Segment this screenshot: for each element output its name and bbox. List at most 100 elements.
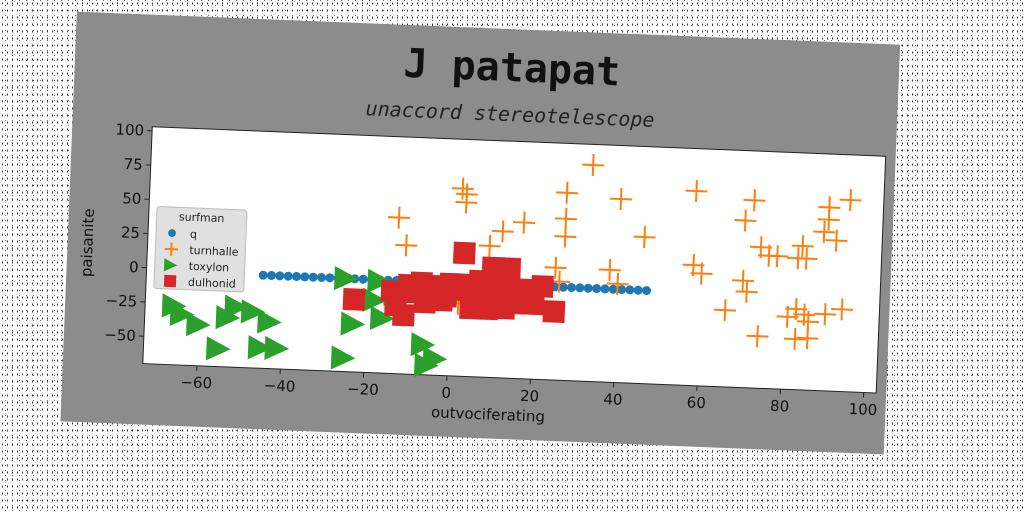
q-point: [258, 270, 268, 280]
turnhalle-point: [825, 229, 848, 252]
q-point: [592, 284, 602, 294]
series-turnhalle: [388, 153, 862, 351]
q-point: [633, 285, 643, 295]
dulhonid-point: [464, 276, 487, 300]
toxylon-point: [333, 265, 359, 291]
turnhalle-point: [513, 211, 536, 234]
turnhalle-point: [785, 297, 808, 320]
turnhalle-point: [830, 298, 854, 321]
dulhonid-point: [459, 296, 482, 320]
q-point: [642, 286, 652, 296]
turnhalle-point: [735, 280, 758, 303]
turnhalle-point: [796, 327, 819, 350]
turnhalle-point: [478, 234, 501, 257]
x-tick-label: 0: [441, 384, 451, 402]
turnhalle-point: [451, 177, 474, 200]
q-point: [600, 284, 610, 294]
legend-marker-dulhonid: [163, 274, 177, 288]
dulhonid-point: [498, 257, 522, 281]
q-point: [567, 283, 577, 293]
legend-box: [153, 206, 248, 293]
q-point: [325, 273, 335, 283]
dulhonid-point: [542, 300, 566, 323]
legend-label-q: q: [190, 228, 198, 241]
toxylon-point: [205, 336, 231, 361]
turnhalle-point: [731, 269, 754, 292]
turnhalle-point: [734, 209, 757, 232]
x-tick-label: 40: [603, 390, 623, 409]
turnhalle-point: [714, 299, 737, 322]
turnhalle-point: [455, 191, 478, 214]
y-tick-label: −50: [104, 326, 136, 345]
chart-title: J patapat: [403, 41, 621, 96]
figure: J patapat unaccord stereotelescope −60 −4…: [60, 11, 901, 455]
turnhalle-point: [690, 262, 713, 285]
q-point: [275, 271, 285, 281]
turnhalle-point: [791, 235, 814, 258]
q-point: [558, 282, 568, 292]
toxylon-point: [340, 311, 366, 336]
turnhalle-point: [598, 258, 621, 281]
q-point: [267, 271, 277, 280]
y-tick-label: −25: [105, 291, 137, 310]
y-tick-label: 50: [122, 189, 142, 208]
dulhonid-point: [521, 292, 545, 316]
dulhonid-point: [530, 274, 554, 298]
turnhalle-point: [633, 225, 656, 249]
y-tick-label: 0: [129, 258, 139, 276]
series-dulhonid: [342, 241, 566, 327]
turnhalle-point: [544, 256, 567, 279]
x-tick-label: 20: [520, 387, 540, 406]
turnhalle-point: [685, 180, 708, 203]
toxylon-point: [362, 287, 387, 312]
turnhalle-point: [554, 225, 577, 248]
turnhalle-point: [388, 206, 411, 229]
dulhonid-point: [452, 241, 476, 265]
x-axis-label: outvociferating: [431, 403, 546, 426]
turnhalle-point: [491, 220, 514, 243]
toxylon-point: [240, 299, 266, 324]
q-point: [625, 285, 635, 295]
turnhalle-point: [766, 245, 789, 268]
turnhalle-point: [609, 188, 633, 211]
toxylon-point: [410, 332, 436, 357]
q-point: [283, 271, 293, 281]
turnhalle-point: [743, 189, 766, 212]
legend-label-turnhalle: turnhalle: [189, 244, 239, 259]
turnhalle-point: [606, 272, 629, 295]
q-point: [358, 274, 368, 284]
turnhalle-point: [795, 247, 818, 270]
turnhalle-point: [746, 325, 769, 348]
turnhalle-point: [555, 181, 579, 204]
toxylon-point: [224, 294, 249, 319]
x-tick-label: 80: [770, 397, 790, 416]
toxylon-point: [367, 268, 392, 293]
q-point: [292, 272, 302, 281]
x-tick-label: −60: [180, 373, 212, 392]
q-point: [317, 273, 327, 282]
toxylon-point: [186, 312, 211, 337]
x-tick-label: −20: [347, 380, 379, 399]
turnhalle-point: [783, 327, 806, 351]
dulhonid-point: [405, 280, 429, 304]
toxylon-point: [369, 305, 395, 330]
q-point: [608, 284, 618, 294]
q-point: [583, 283, 593, 293]
toxylon-point: [247, 335, 273, 360]
dulhonid-point: [392, 303, 415, 327]
y-axis-label: paisanite: [77, 208, 98, 277]
legend-label-dulhonid: dulhonid: [188, 276, 236, 291]
legend-marker-q: [168, 229, 176, 238]
legend-marker-turnhalle: [164, 242, 179, 256]
turnhalle-point: [839, 189, 862, 212]
toxylon-point: [413, 352, 439, 377]
toxylon-point: [215, 305, 241, 330]
legend-marker-toxylon: [163, 258, 178, 272]
x-tick-label: 100: [848, 400, 877, 419]
y-tick-label: 25: [121, 223, 141, 242]
toxylon-point: [330, 345, 356, 370]
x-tick-label: 60: [686, 393, 706, 412]
y-tick-label: 75: [123, 155, 143, 174]
legend-title: surfman: [179, 210, 225, 225]
